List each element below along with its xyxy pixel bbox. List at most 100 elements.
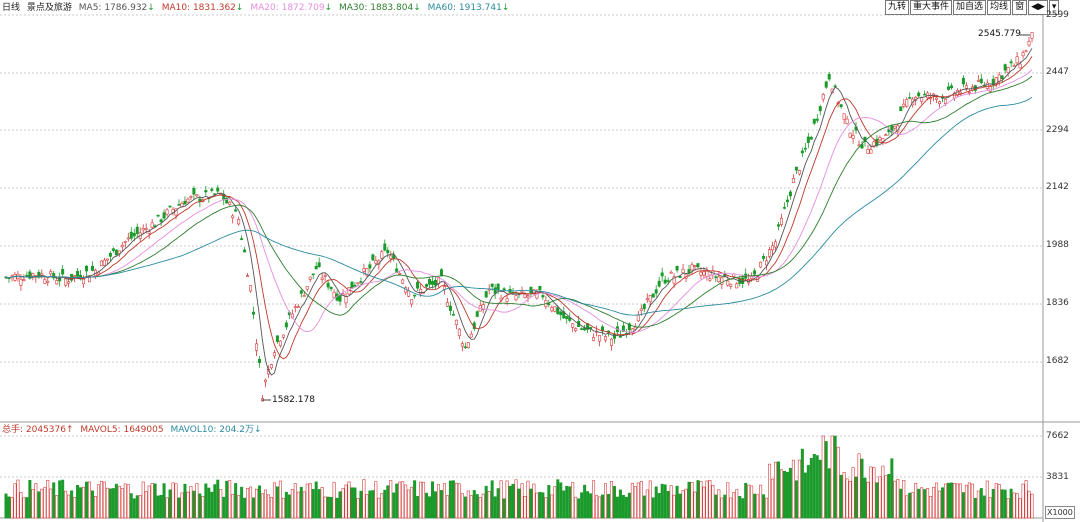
volume-bar xyxy=(973,497,977,519)
moving-average-button[interactable]: 均线 xyxy=(987,0,1012,15)
candle-body xyxy=(359,281,363,283)
volume-bar xyxy=(263,489,267,519)
nine-turn-button[interactable]: 九转 xyxy=(885,0,910,15)
ma20-down-arrow-icon: ↓ xyxy=(324,3,333,13)
volume-bar xyxy=(618,489,622,519)
candle-body xyxy=(186,198,190,203)
candle-body xyxy=(389,255,393,259)
candle-body xyxy=(917,92,921,97)
price-tick: 2142 xyxy=(1046,182,1069,192)
candle-body xyxy=(565,316,569,320)
volume-bar xyxy=(881,465,885,519)
candle-body xyxy=(690,264,694,271)
candle-body xyxy=(672,276,676,284)
candle-body xyxy=(183,200,187,205)
volume-bar xyxy=(660,483,664,519)
volume-bar xyxy=(159,494,163,519)
candle-body xyxy=(305,286,309,290)
volume-bar xyxy=(687,481,691,519)
volume-bar xyxy=(261,493,265,519)
volume-unit-badge: X1000 xyxy=(1045,506,1075,519)
candle-body xyxy=(451,314,455,316)
volume-bar xyxy=(735,489,739,519)
candle-body xyxy=(189,196,193,198)
volume-bar xyxy=(747,484,751,519)
candle-body xyxy=(126,237,130,240)
candle-body xyxy=(699,271,703,276)
volume-bar xyxy=(544,497,548,519)
candle-body xyxy=(1015,56,1019,64)
candle-body xyxy=(192,187,196,195)
candle-body xyxy=(848,132,852,138)
candle-body xyxy=(1018,63,1022,69)
volume-bar xyxy=(496,488,500,519)
volume-bar xyxy=(338,491,342,519)
volume-bar xyxy=(782,470,786,519)
volume-bar xyxy=(535,492,539,519)
candle-body xyxy=(466,342,470,348)
volume-bar xyxy=(195,483,199,519)
volume-bar xyxy=(944,483,948,519)
mavol10-down-arrow-icon: ↓ xyxy=(254,425,262,435)
volume-bar xyxy=(860,458,864,519)
volume-bar xyxy=(243,497,247,519)
candle-body xyxy=(82,278,86,285)
pan-arrows-icon[interactable]: ◀▶ xyxy=(1028,0,1048,15)
volume-bar xyxy=(547,485,551,519)
volume-bar xyxy=(93,496,97,519)
volume-bar xyxy=(750,485,754,519)
volume-bar xyxy=(615,496,619,519)
candle-body xyxy=(592,337,596,341)
volume-bar xyxy=(720,497,724,519)
candle-body xyxy=(237,219,241,225)
major-events-button[interactable]: 重大事件 xyxy=(910,0,953,15)
add-watchlist-button[interactable]: 加自选 xyxy=(953,0,987,15)
volume-bar xyxy=(681,490,685,519)
volume-bar xyxy=(398,481,402,519)
volume-bar xyxy=(410,486,414,519)
volume-bar xyxy=(947,482,951,519)
candle-body xyxy=(920,97,924,102)
candle-body xyxy=(281,334,285,338)
volume-bar xyxy=(311,489,315,519)
volume-bar xyxy=(696,480,700,519)
volume-bar xyxy=(666,491,670,519)
volume-bar xyxy=(99,480,103,519)
window-button[interactable]: 窗 xyxy=(1012,0,1028,15)
candle-body xyxy=(469,333,473,338)
volume-bar xyxy=(899,488,903,519)
ma10-value: MA10: 1831.362 xyxy=(161,3,236,13)
volume-bar xyxy=(562,490,566,519)
volume-bar xyxy=(517,488,521,519)
candle-body xyxy=(774,241,778,248)
candle-body xyxy=(636,314,640,322)
ma5-down-arrow-icon: ↓ xyxy=(147,3,155,13)
candle-body xyxy=(383,243,387,251)
volume-bar xyxy=(1027,490,1031,519)
volume-bar xyxy=(669,485,673,519)
candle-body xyxy=(612,333,616,339)
candle-body xyxy=(976,80,980,82)
volume-bar xyxy=(19,492,23,519)
dropdown-icon[interactable]: ▾ xyxy=(1048,0,1060,15)
volume-bar xyxy=(180,492,184,519)
volume-bar xyxy=(70,490,74,519)
volume-bar xyxy=(192,490,196,519)
volume-bar xyxy=(604,483,608,519)
candle-body xyxy=(797,170,801,175)
volume-bar xyxy=(129,493,133,519)
candle-body xyxy=(431,280,435,285)
volume-bar xyxy=(994,483,998,519)
volume-bar xyxy=(624,496,628,519)
volume-tick: 3831 xyxy=(1046,472,1069,482)
candle-body xyxy=(150,222,154,228)
volume-bar xyxy=(472,490,476,519)
volume-bar xyxy=(917,488,921,519)
candle-body xyxy=(994,77,998,85)
volume-bar xyxy=(574,496,578,519)
volume-bar xyxy=(323,496,327,519)
candle-body xyxy=(878,137,882,141)
volume-bar xyxy=(22,497,26,519)
volume-bar xyxy=(28,479,32,519)
